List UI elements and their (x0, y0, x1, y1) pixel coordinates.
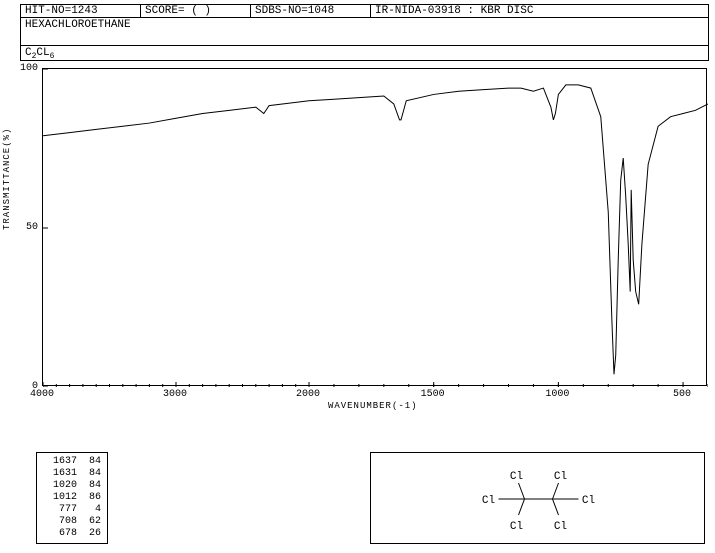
peak-row: 7774 (43, 504, 101, 516)
x-axis-label: WAVENUMBER(-1) (328, 401, 418, 411)
compound-name-row: HEXACHLOROETHANE (20, 18, 709, 46)
hit-no-cell: HIT-NO=1243 (21, 5, 141, 17)
header-bar: HIT-NO=1243 SCORE= ( ) SDBS-NO=1048 IR-N… (20, 4, 709, 18)
y-tick-50: 50 (16, 222, 38, 233)
peak-table: 16378416318410208410128677747086267826 (36, 452, 108, 544)
x-tick-1000: 1000 (545, 389, 569, 400)
peak-row: 101286 (43, 492, 101, 504)
x-tick-3000: 3000 (163, 389, 187, 400)
x-tick-1500: 1500 (421, 389, 445, 400)
peak-wavenumber: 708 (43, 516, 77, 528)
peak-transmittance: 84 (77, 456, 101, 468)
y-tick-100: 100 (16, 63, 38, 74)
svg-text:Cl: Cl (482, 495, 495, 507)
x-tick-500: 500 (673, 389, 691, 400)
peak-row: 70862 (43, 516, 101, 528)
svg-text:Cl: Cl (510, 471, 523, 483)
ir-info-cell: IR-NIDA-03918 : KBR DISC (371, 5, 708, 17)
peak-transmittance: 62 (77, 516, 101, 528)
peak-wavenumber: 1012 (43, 492, 77, 504)
peak-transmittance: 86 (77, 492, 101, 504)
peak-row: 163784 (43, 456, 101, 468)
peak-wavenumber: 777 (43, 504, 77, 516)
spectrum-plot (42, 68, 707, 386)
peak-transmittance: 84 (77, 480, 101, 492)
x-tick-2000: 2000 (296, 389, 320, 400)
svg-text:Cl: Cl (510, 521, 523, 533)
peak-row: 163184 (43, 468, 101, 480)
peak-wavenumber: 1637 (43, 456, 77, 468)
svg-text:Cl: Cl (582, 495, 595, 507)
molecular-formula: C2CL6 (25, 47, 54, 59)
formula-row: C2CL6 (20, 46, 709, 61)
peak-transmittance: 84 (77, 468, 101, 480)
peak-transmittance: 4 (77, 504, 101, 516)
svg-text:Cl: Cl (554, 471, 567, 483)
peak-wavenumber: 678 (43, 528, 77, 540)
peak-wavenumber: 1020 (43, 480, 77, 492)
peak-wavenumber: 1631 (43, 468, 77, 480)
spectrum-svg (43, 69, 708, 387)
peak-row: 67826 (43, 528, 101, 540)
structure-diagram: Cl Cl Cl Cl Cl Cl (370, 452, 705, 544)
y-axis-label: TRANSMITTANCE(%) (2, 128, 12, 230)
x-tick-4000: 4000 (30, 389, 54, 400)
peak-transmittance: 26 (77, 528, 101, 540)
score-cell: SCORE= ( ) (141, 5, 251, 17)
sdbs-no-cell: SDBS-NO=1048 (251, 5, 371, 17)
structure-svg: Cl Cl Cl Cl Cl Cl (371, 453, 704, 543)
compound-name: HEXACHLOROETHANE (25, 19, 131, 31)
peak-row: 102084 (43, 480, 101, 492)
svg-text:Cl: Cl (554, 521, 567, 533)
